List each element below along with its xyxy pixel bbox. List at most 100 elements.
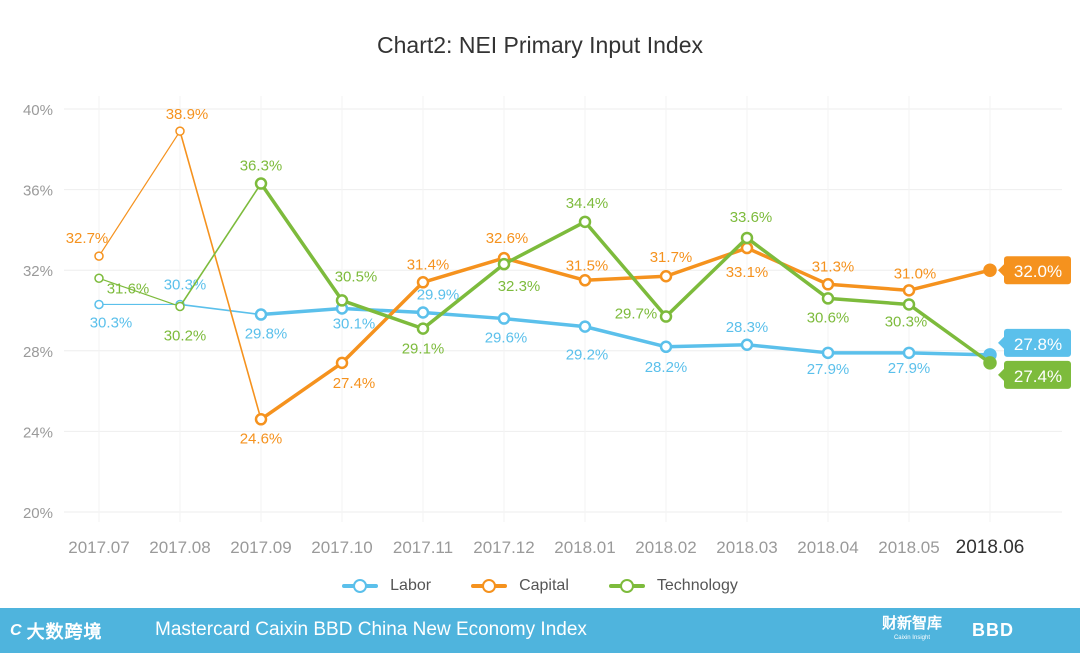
footer-logo-left: C 大数跨境 <box>10 618 103 644</box>
data-point-labor <box>821 346 835 360</box>
data-point-capital <box>902 284 916 297</box>
series-line-labor <box>260 306 991 357</box>
data-point-capital <box>254 413 268 426</box>
data-label-labor: 28.3% <box>726 319 769 336</box>
y-tick-label: 36% <box>23 183 53 200</box>
data-label-labor: 30.3% <box>90 314 133 331</box>
chart-title: Chart2: NEI Primary Input Index <box>377 32 703 58</box>
caixin-logo-text: 财新智库 <box>881 615 942 632</box>
footer-bar: C 大数跨境 Mastercard Caixin BBD China New E… <box>0 608 1080 653</box>
data-point-capital <box>175 126 185 136</box>
series-line-technology-mid <box>179 183 262 307</box>
data-point-capital <box>335 356 349 370</box>
data-point-technology <box>983 356 997 370</box>
data-label-capital: 31.3% <box>812 258 855 275</box>
series-line-labor-mid <box>179 303 262 316</box>
legend-item-capital[interactable]: Capital <box>471 577 569 595</box>
data-label-capital: 31.4% <box>407 256 450 273</box>
data-label-labor: 28.2% <box>645 359 688 376</box>
callout-label-labor: 27.8% <box>1014 335 1062 354</box>
data-point-capital <box>416 276 430 289</box>
callout-label-technology: 27.4% <box>1014 367 1062 386</box>
data-label-capital: 24.6% <box>240 430 283 447</box>
series-line-capital <box>259 246 991 421</box>
data-point-capital <box>94 251 104 261</box>
data-point-technology <box>175 301 185 312</box>
data-label-capital: 31.5% <box>566 257 609 274</box>
data-point-labor <box>497 312 511 325</box>
chart-plot: 40% 36% 32% 28% 24% 20% 2017.07 2017.08 2017.09 2… <box>23 96 1071 558</box>
data-label-technology: 36.3% <box>240 158 283 175</box>
footer-logo-mark: C <box>10 622 23 639</box>
footer-title: Mastercard Caixin BBD China New Economy … <box>155 619 587 640</box>
data-point-capital <box>821 278 835 291</box>
legend-swatch-technology <box>608 579 645 593</box>
callout-label-capital: 32.0% <box>1014 262 1062 281</box>
data-label-labor: 27.9% <box>807 361 850 378</box>
x-tick-label: 2018.01 <box>554 538 615 557</box>
data-label-technology: 30.3% <box>885 313 928 330</box>
x-tick-label: 2017.12 <box>473 538 534 557</box>
data-point-technology <box>740 231 754 245</box>
callout-badge-labor <box>1004 328 1071 357</box>
data-point-technology <box>94 273 104 284</box>
y-tick-label: 28% <box>23 344 53 361</box>
data-point-technology <box>821 292 835 305</box>
data-label-technology: 34.4% <box>566 195 609 212</box>
data-point-capital <box>578 274 592 287</box>
x-tick-label: 2018.04 <box>797 538 858 557</box>
data-label-labor: 27.9% <box>888 360 931 377</box>
x-tick-label: 2018.05 <box>878 538 939 557</box>
data-point-labor <box>902 346 916 360</box>
data-point-labor <box>659 340 673 354</box>
data-point-technology <box>254 177 268 190</box>
data-label-capital: 27.4% <box>333 375 376 392</box>
data-label-technology: 32.3% <box>498 278 541 295</box>
data-point-technology <box>659 310 673 323</box>
data-label-technology: 30.6% <box>807 309 850 326</box>
data-point-capital <box>983 263 997 277</box>
legend-item-labor[interactable]: Labor <box>342 577 431 595</box>
legend: Labor Capital Technology <box>0 577 1080 595</box>
x-tick-label: 2017.08 <box>149 538 210 557</box>
data-label-labor: 29.9% <box>417 287 460 304</box>
y-tick-label: 24% <box>23 424 53 441</box>
series-line-technology-thin <box>98 277 181 308</box>
data-label-capital: 38.9% <box>166 106 209 123</box>
data-point-labor <box>254 308 268 321</box>
data-point-technology <box>497 257 511 271</box>
data-label-capital: 33.1% <box>726 264 769 281</box>
data-point-labor <box>94 299 104 310</box>
callout-arrow-capital <box>998 264 1004 277</box>
data-label-capital: 31.7% <box>650 249 693 266</box>
y-tick-label: 20% <box>23 505 53 522</box>
legend-item-technology[interactable]: Technology <box>608 577 738 595</box>
data-label-technology: 30.5% <box>335 268 378 285</box>
callout-arrow-labor <box>998 336 1004 349</box>
x-tick-label: 2017.07 <box>68 538 129 557</box>
x-tick-label: 2018.02 <box>635 538 696 557</box>
data-point-technology <box>578 215 592 229</box>
x-tick-label: 2018.03 <box>716 538 777 557</box>
x-tick-label: 2017.09 <box>230 538 291 557</box>
caixin-insight-logo: 财新智库 Caixin Insight <box>881 615 942 645</box>
data-label-capital: 32.7% <box>66 230 109 247</box>
footer-logo-text: 大数跨境 <box>26 622 103 642</box>
series-line-capital-thin <box>98 130 181 257</box>
data-point-technology <box>416 322 430 335</box>
y-tick-label: 40% <box>23 102 53 119</box>
data-label-labor: 30.3% <box>164 276 207 293</box>
x-tick-label: 2017.11 <box>393 538 453 557</box>
data-point-capital <box>740 241 754 255</box>
x-tick-label: 2017.10 <box>311 538 372 557</box>
data-point-technology <box>902 298 916 311</box>
series-line-capital-mid <box>179 130 262 420</box>
data-point-capital <box>659 269 673 283</box>
data-label-labor: 29.6% <box>485 330 528 347</box>
data-label-labor: 30.1% <box>333 315 376 332</box>
legend-label-labor: Labor <box>390 577 432 594</box>
data-label-technology: 33.6% <box>730 209 773 226</box>
callout-badge-capital <box>1004 256 1071 285</box>
callout-arrow-technology <box>998 368 1004 381</box>
data-label-labor: 29.8% <box>245 326 288 343</box>
